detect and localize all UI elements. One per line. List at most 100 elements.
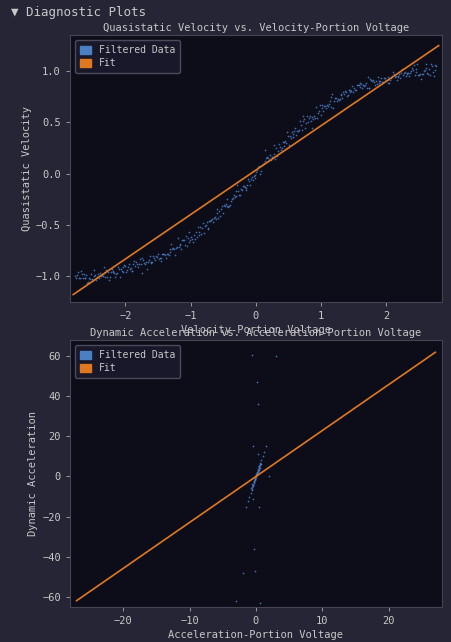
Point [270, 148, 277, 159]
Point [92, 270, 99, 280]
Point [396, 69, 403, 80]
Title: Dynamic Acceleration vs. Acceleration-Portion Voltage: Dynamic Acceleration vs. Acceleration-Po… [90, 328, 422, 338]
Point [375, 76, 382, 87]
Point [359, 82, 366, 92]
Point [289, 132, 296, 142]
Point [250, 478, 257, 489]
Point [256, 460, 263, 471]
Point [386, 78, 393, 88]
Point [179, 234, 186, 245]
Point [419, 69, 426, 79]
Point [162, 254, 170, 264]
Point [249, 480, 257, 490]
Point [256, 598, 263, 608]
Point [371, 80, 378, 90]
Point [103, 265, 110, 275]
Point [214, 208, 221, 218]
Point [295, 125, 303, 135]
Point [125, 259, 133, 270]
Point [432, 65, 439, 76]
Point [208, 214, 216, 224]
Point [131, 256, 138, 266]
Point [383, 75, 390, 85]
Point [364, 72, 371, 82]
Point [362, 78, 369, 88]
Point [254, 466, 261, 476]
Point [251, 476, 258, 487]
Point [260, 158, 267, 168]
Point [246, 491, 253, 501]
Point [412, 64, 419, 74]
Point [261, 145, 268, 155]
Point [217, 204, 225, 214]
Point [372, 76, 379, 87]
Point [75, 273, 83, 283]
Point [197, 222, 204, 232]
Point [244, 174, 252, 184]
Point [74, 266, 82, 277]
Point [145, 255, 152, 265]
Point [254, 399, 262, 410]
Point [287, 133, 295, 143]
Point [129, 266, 136, 276]
Point [99, 271, 106, 281]
Point [160, 248, 167, 259]
Point [367, 74, 374, 84]
Point [114, 267, 121, 277]
Point [216, 211, 224, 221]
Point [246, 180, 253, 190]
Point [167, 245, 174, 255]
Point [169, 244, 176, 254]
Point [395, 71, 402, 82]
Point [225, 202, 232, 212]
Point [250, 544, 258, 554]
Point [152, 251, 160, 261]
Point [232, 596, 239, 606]
Point [105, 267, 112, 277]
Point [329, 89, 336, 100]
Point [272, 351, 280, 361]
Point [249, 480, 257, 490]
Point [347, 87, 354, 97]
Point [280, 141, 287, 151]
Point [366, 83, 373, 93]
Point [405, 71, 413, 82]
Point [139, 268, 146, 278]
Legend: Filtered Data, Fit: Filtered Data, Fit [75, 40, 180, 73]
Point [149, 256, 156, 266]
Point [80, 270, 87, 280]
Point [348, 85, 355, 96]
Point [133, 257, 140, 267]
Point [180, 234, 188, 245]
Point [305, 112, 313, 123]
Point [394, 71, 401, 81]
Point [88, 273, 95, 284]
Point [218, 201, 226, 211]
Point [255, 464, 262, 474]
Point [161, 250, 169, 260]
Point [409, 64, 416, 74]
Point [332, 93, 340, 103]
Point [399, 70, 406, 80]
Point [384, 72, 391, 82]
Point [253, 471, 261, 481]
Point [245, 175, 253, 186]
Point [418, 74, 425, 85]
Point [403, 68, 410, 78]
Point [248, 483, 255, 494]
Point [266, 471, 273, 482]
Point [331, 93, 339, 103]
Point [262, 156, 269, 166]
Point [267, 155, 275, 165]
Point [353, 80, 360, 90]
Point [140, 256, 147, 266]
Point [413, 67, 420, 77]
Point [253, 469, 260, 480]
Point [253, 469, 260, 479]
Point [345, 85, 352, 95]
Point [377, 73, 385, 83]
Point [422, 59, 429, 69]
Point [98, 270, 106, 280]
Point [230, 190, 237, 200]
Point [104, 272, 111, 282]
